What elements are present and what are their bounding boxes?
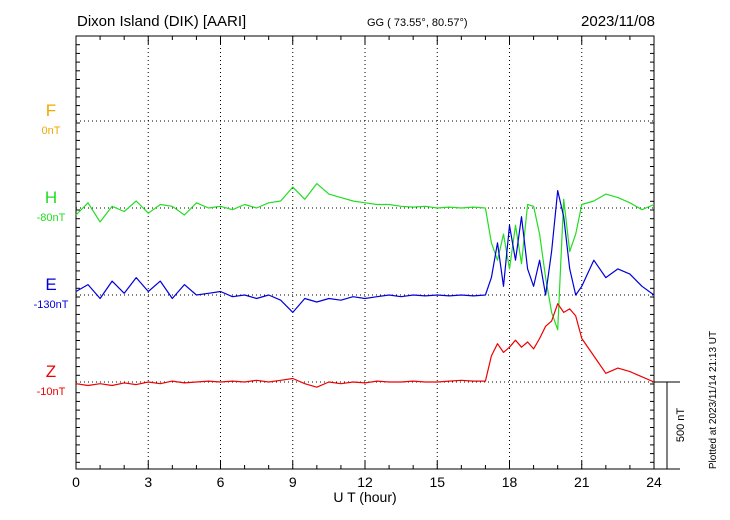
channel-name-h: H xyxy=(45,188,57,207)
series-line-z xyxy=(75,303,655,388)
channel-baseline-z: -10nT xyxy=(37,386,66,398)
x-tick-label: 6 xyxy=(217,474,225,490)
plotted-at-note: Plotted at 2023/11/14 21:13 UT xyxy=(708,331,719,469)
scale-bar-label: 500 nT xyxy=(675,408,687,443)
channel-name-f: F xyxy=(46,101,56,120)
coords-label: GG ( 73.55°, 80.57°) xyxy=(367,17,468,29)
x-tick-label: 18 xyxy=(502,474,518,490)
channel-baseline-e: -130nT xyxy=(34,299,69,311)
series-lines xyxy=(75,183,655,388)
series-line-h xyxy=(75,183,655,331)
x-tick-label: 12 xyxy=(357,474,373,490)
grid xyxy=(76,36,654,469)
x-tick-label: 15 xyxy=(429,474,445,490)
x-tick-label: 9 xyxy=(289,474,297,490)
axis-ticks xyxy=(75,35,655,469)
date-label: 2023/11/08 xyxy=(581,13,655,30)
station-title: Dixon Island (DIK) [AARI] xyxy=(77,13,246,30)
scale-bar: 500 nT xyxy=(654,381,687,470)
x-tick-label: 3 xyxy=(144,474,152,490)
channel-labels: F 0nT H -80nT E -130nT Z -10nT xyxy=(34,101,69,398)
channel-baseline-h: -80nT xyxy=(37,212,66,224)
series-line-e xyxy=(75,190,655,313)
x-tick-label: 24 xyxy=(646,474,662,490)
channel-name-e: E xyxy=(45,275,56,294)
x-tick-label: 21 xyxy=(574,474,590,490)
channel-name-z: Z xyxy=(46,362,56,381)
channel-baseline-f: 0nT xyxy=(42,125,61,137)
x-axis-label: U T (hour) xyxy=(333,489,396,505)
x-tick-labels: 0 3 6 9 12 15 18 21 24 xyxy=(72,474,662,490)
x-tick-label: 0 xyxy=(72,474,80,490)
